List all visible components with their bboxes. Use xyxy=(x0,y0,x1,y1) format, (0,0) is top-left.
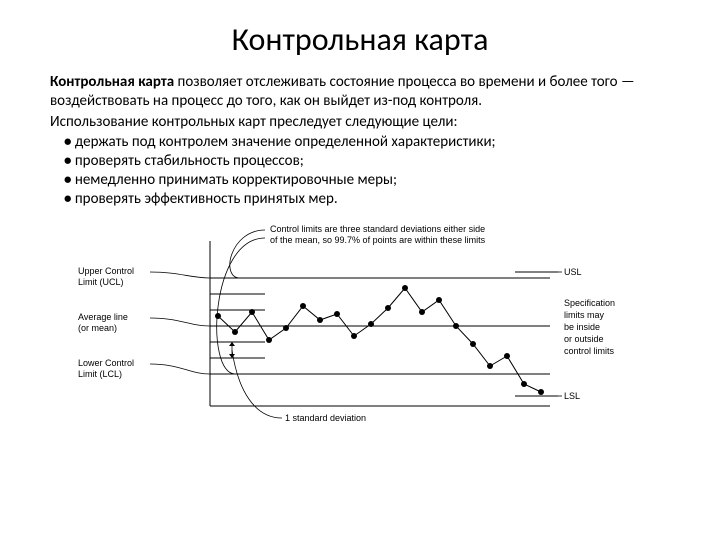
list-item: проверять эффективность принятых мер. xyxy=(60,190,670,209)
control-chart: Upper ControlLimit (UCL) Average line(or … xyxy=(50,216,670,436)
svg-text:limits may: limits may xyxy=(564,310,604,320)
svg-text:Average line: Average line xyxy=(78,312,128,322)
svg-text:(or mean): (or mean) xyxy=(78,323,117,333)
svg-text:Specification: Specification xyxy=(564,298,615,308)
svg-text:Control limits are three stand: Control limits are three standard deviat… xyxy=(270,224,485,234)
goals-list: держать под контролем значение определен… xyxy=(60,133,670,208)
goals-intro: Использование контрольных карт преследуе… xyxy=(50,113,670,132)
svg-text:be inside: be inside xyxy=(564,322,600,332)
svg-text:control limits: control limits xyxy=(564,346,615,356)
list-item: держать под контролем значение определен… xyxy=(60,133,670,152)
svg-text:1 standard deviation: 1 standard deviation xyxy=(285,413,366,423)
svg-text:Limit (LCL): Limit (LCL) xyxy=(78,369,122,379)
svg-text:or outside: or outside xyxy=(564,334,604,344)
svg-text:LSL: LSL xyxy=(564,391,580,401)
control-chart-svg: Upper ControlLimit (UCL) Average line(or … xyxy=(60,216,660,436)
svg-text:Upper Control: Upper Control xyxy=(78,266,134,276)
svg-text:Lower Control: Lower Control xyxy=(78,358,134,368)
svg-text:of the mean, so 99.7% of point: of the mean, so 99.7% of points are with… xyxy=(270,235,486,245)
intro-paragraph: Контрольная карта позволяет отслеживать … xyxy=(50,73,670,111)
intro-lead: Контрольная карта xyxy=(50,73,174,91)
page-title: Контрольная карта xyxy=(50,20,670,59)
svg-text:USL: USL xyxy=(564,267,582,277)
list-item: проверять стабильность процессов; xyxy=(60,152,670,171)
list-item: немедленно принимать корректировочные ме… xyxy=(60,171,670,190)
svg-text:Limit (UCL): Limit (UCL) xyxy=(78,277,124,287)
